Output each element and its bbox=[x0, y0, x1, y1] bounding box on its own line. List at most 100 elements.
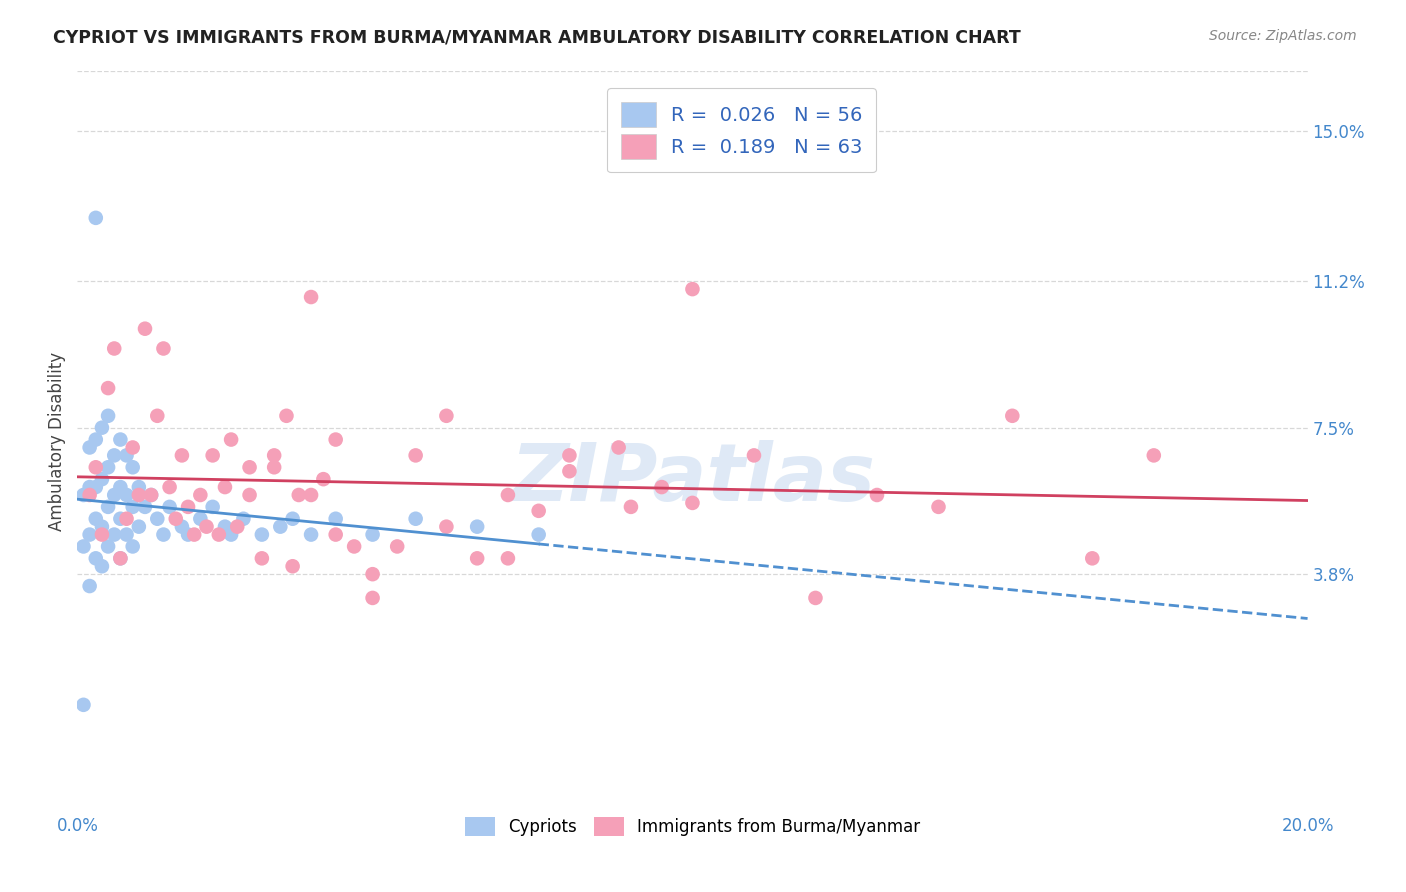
Point bbox=[128, 519, 150, 533]
Point bbox=[84, 480, 107, 494]
Point bbox=[141, 488, 163, 502]
Point bbox=[436, 519, 458, 533]
Point bbox=[1001, 409, 1024, 423]
Point bbox=[152, 527, 174, 541]
Point bbox=[361, 527, 384, 541]
Point bbox=[226, 519, 249, 533]
Point bbox=[165, 512, 187, 526]
Point bbox=[183, 527, 205, 541]
Point bbox=[558, 464, 581, 478]
Point bbox=[121, 540, 143, 554]
Point bbox=[188, 512, 212, 526]
Point bbox=[465, 519, 488, 533]
Point bbox=[79, 441, 101, 455]
Point bbox=[219, 527, 242, 541]
Point bbox=[405, 512, 427, 526]
Point bbox=[170, 519, 193, 533]
Point bbox=[97, 500, 120, 514]
Legend: Cypriots, Immigrants from Burma/Myanmar: Cypriots, Immigrants from Burma/Myanmar bbox=[457, 808, 928, 844]
Point bbox=[201, 500, 224, 514]
Point bbox=[325, 433, 347, 447]
Point bbox=[928, 500, 950, 514]
Point bbox=[115, 512, 138, 526]
Point bbox=[84, 512, 107, 526]
Point bbox=[682, 282, 704, 296]
Point bbox=[97, 540, 120, 554]
Text: ZIPatlas: ZIPatlas bbox=[510, 440, 875, 517]
Point bbox=[110, 433, 132, 447]
Point bbox=[299, 290, 322, 304]
Y-axis label: Ambulatory Disability: Ambulatory Disability bbox=[48, 352, 66, 531]
Point bbox=[146, 409, 169, 423]
Point bbox=[115, 488, 138, 502]
Point bbox=[110, 551, 132, 566]
Point bbox=[214, 519, 236, 533]
Point bbox=[239, 460, 262, 475]
Point bbox=[281, 512, 304, 526]
Point bbox=[263, 460, 285, 475]
Point bbox=[269, 519, 291, 533]
Point bbox=[159, 480, 181, 494]
Point bbox=[146, 512, 169, 526]
Point bbox=[682, 496, 704, 510]
Point bbox=[405, 449, 427, 463]
Point bbox=[1081, 551, 1104, 566]
Point bbox=[250, 527, 273, 541]
Point bbox=[110, 551, 132, 566]
Point bbox=[84, 211, 107, 225]
Point bbox=[385, 540, 409, 554]
Point bbox=[103, 449, 125, 463]
Point bbox=[496, 551, 519, 566]
Point bbox=[110, 512, 132, 526]
Point bbox=[103, 527, 125, 541]
Point bbox=[361, 591, 384, 605]
Point bbox=[72, 488, 94, 502]
Point bbox=[115, 527, 138, 541]
Point bbox=[496, 488, 519, 502]
Point bbox=[195, 519, 218, 533]
Point bbox=[250, 551, 273, 566]
Point bbox=[121, 500, 143, 514]
Point bbox=[219, 433, 242, 447]
Point bbox=[742, 449, 765, 463]
Text: Source: ZipAtlas.com: Source: ZipAtlas.com bbox=[1209, 29, 1357, 43]
Point bbox=[90, 519, 114, 533]
Point bbox=[263, 449, 285, 463]
Point bbox=[299, 527, 322, 541]
Point bbox=[128, 488, 150, 502]
Point bbox=[299, 488, 322, 502]
Point bbox=[239, 488, 262, 502]
Point bbox=[79, 488, 101, 502]
Point bbox=[465, 551, 488, 566]
Point bbox=[90, 527, 114, 541]
Point bbox=[90, 420, 114, 434]
Point bbox=[79, 579, 101, 593]
Point bbox=[1143, 449, 1166, 463]
Point bbox=[84, 551, 107, 566]
Point bbox=[177, 527, 200, 541]
Point bbox=[134, 500, 156, 514]
Point bbox=[527, 527, 550, 541]
Point bbox=[651, 480, 673, 494]
Point bbox=[325, 512, 347, 526]
Point bbox=[121, 460, 143, 475]
Point bbox=[288, 488, 311, 502]
Point bbox=[72, 698, 94, 712]
Point bbox=[620, 500, 643, 514]
Point bbox=[152, 342, 174, 356]
Point bbox=[325, 527, 347, 541]
Point bbox=[84, 460, 107, 475]
Point bbox=[128, 480, 150, 494]
Point bbox=[527, 504, 550, 518]
Point bbox=[90, 472, 114, 486]
Point bbox=[312, 472, 335, 486]
Text: CYPRIOT VS IMMIGRANTS FROM BURMA/MYANMAR AMBULATORY DISABILITY CORRELATION CHART: CYPRIOT VS IMMIGRANTS FROM BURMA/MYANMAR… bbox=[53, 29, 1021, 46]
Point bbox=[115, 449, 138, 463]
Point bbox=[103, 488, 125, 502]
Point bbox=[436, 409, 458, 423]
Point bbox=[72, 540, 94, 554]
Point bbox=[97, 381, 120, 395]
Point bbox=[159, 500, 181, 514]
Point bbox=[214, 480, 236, 494]
Point bbox=[103, 342, 125, 356]
